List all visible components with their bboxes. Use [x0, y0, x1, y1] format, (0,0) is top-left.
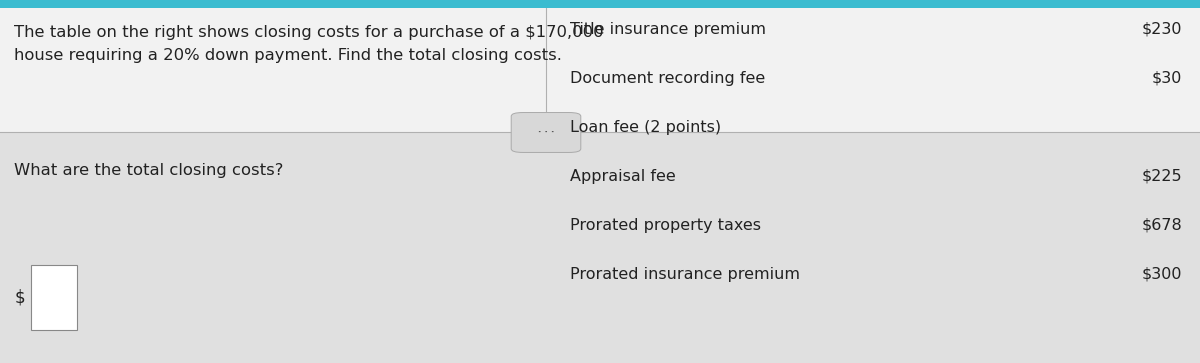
Text: $30: $30	[1152, 71, 1182, 86]
FancyBboxPatch shape	[0, 8, 1200, 132]
Text: The table on the right shows closing costs for a purchase of a $170,000
house re: The table on the right shows closing cos…	[14, 25, 604, 62]
Text: $300: $300	[1141, 267, 1182, 282]
Text: $678: $678	[1141, 218, 1182, 233]
FancyBboxPatch shape	[511, 113, 581, 152]
FancyBboxPatch shape	[31, 265, 77, 330]
Text: What are the total closing costs?: What are the total closing costs?	[14, 163, 283, 178]
FancyBboxPatch shape	[0, 0, 1200, 8]
Text: $: $	[14, 289, 25, 307]
Text: Appraisal fee: Appraisal fee	[570, 169, 676, 184]
Text: Loan fee (2 points): Loan fee (2 points)	[570, 120, 721, 135]
Text: $225: $225	[1141, 169, 1182, 184]
Text: $230: $230	[1141, 22, 1182, 37]
Text: Document recording fee: Document recording fee	[570, 71, 766, 86]
Text: Prorated property taxes: Prorated property taxes	[570, 218, 761, 233]
Text: Title insurance premium: Title insurance premium	[570, 22, 766, 37]
Text: · · ·: · · ·	[538, 128, 554, 137]
Text: Prorated insurance premium: Prorated insurance premium	[570, 267, 800, 282]
FancyBboxPatch shape	[0, 132, 1200, 363]
